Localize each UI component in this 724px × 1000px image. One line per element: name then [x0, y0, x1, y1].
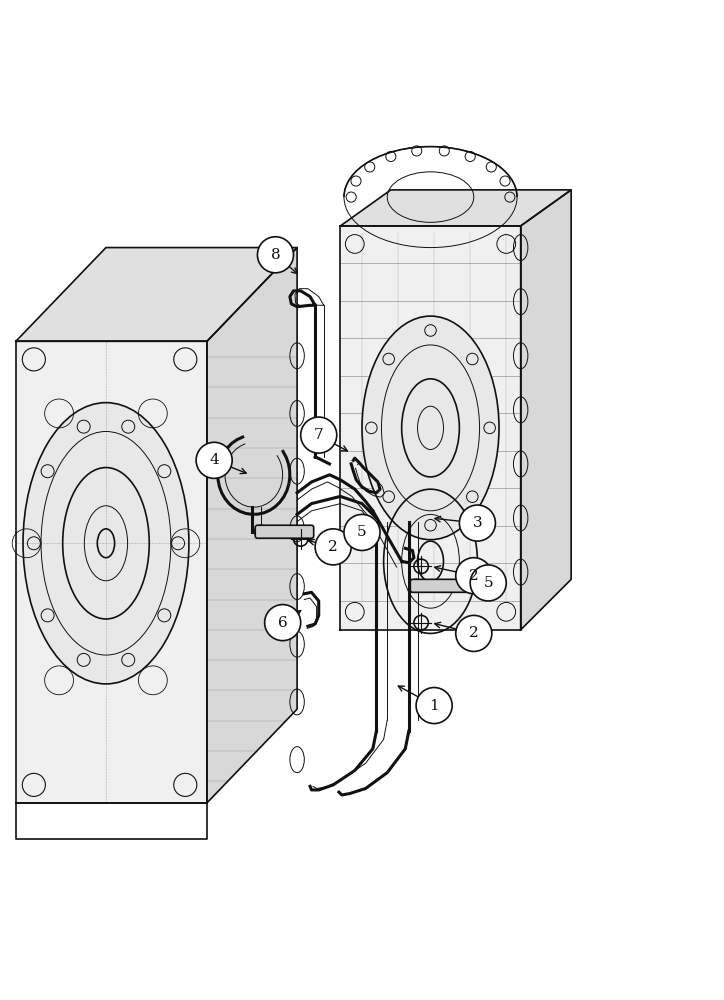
Text: 2: 2 [328, 540, 338, 554]
Circle shape [456, 615, 492, 651]
Text: 7: 7 [314, 428, 324, 442]
Polygon shape [521, 190, 571, 630]
Circle shape [196, 442, 232, 478]
Circle shape [300, 417, 337, 453]
Text: 2: 2 [469, 626, 479, 640]
Text: 8: 8 [271, 248, 280, 262]
Ellipse shape [362, 316, 499, 540]
Polygon shape [340, 190, 571, 226]
Text: 1: 1 [429, 699, 439, 713]
Circle shape [258, 237, 293, 273]
Circle shape [265, 605, 300, 641]
Polygon shape [16, 248, 297, 341]
Text: 6: 6 [278, 616, 287, 630]
Ellipse shape [23, 403, 189, 684]
Circle shape [416, 688, 452, 724]
FancyBboxPatch shape [411, 579, 468, 592]
Circle shape [470, 565, 506, 601]
Text: 4: 4 [209, 453, 219, 467]
Circle shape [315, 529, 351, 565]
Circle shape [456, 558, 492, 594]
Text: 5: 5 [484, 576, 493, 590]
Text: 2: 2 [469, 569, 479, 583]
Circle shape [459, 505, 495, 541]
Circle shape [344, 514, 380, 550]
Polygon shape [340, 226, 521, 630]
Text: 5: 5 [357, 525, 367, 539]
Text: 3: 3 [473, 516, 482, 530]
Polygon shape [207, 248, 297, 803]
Polygon shape [16, 341, 207, 803]
FancyBboxPatch shape [256, 525, 313, 538]
